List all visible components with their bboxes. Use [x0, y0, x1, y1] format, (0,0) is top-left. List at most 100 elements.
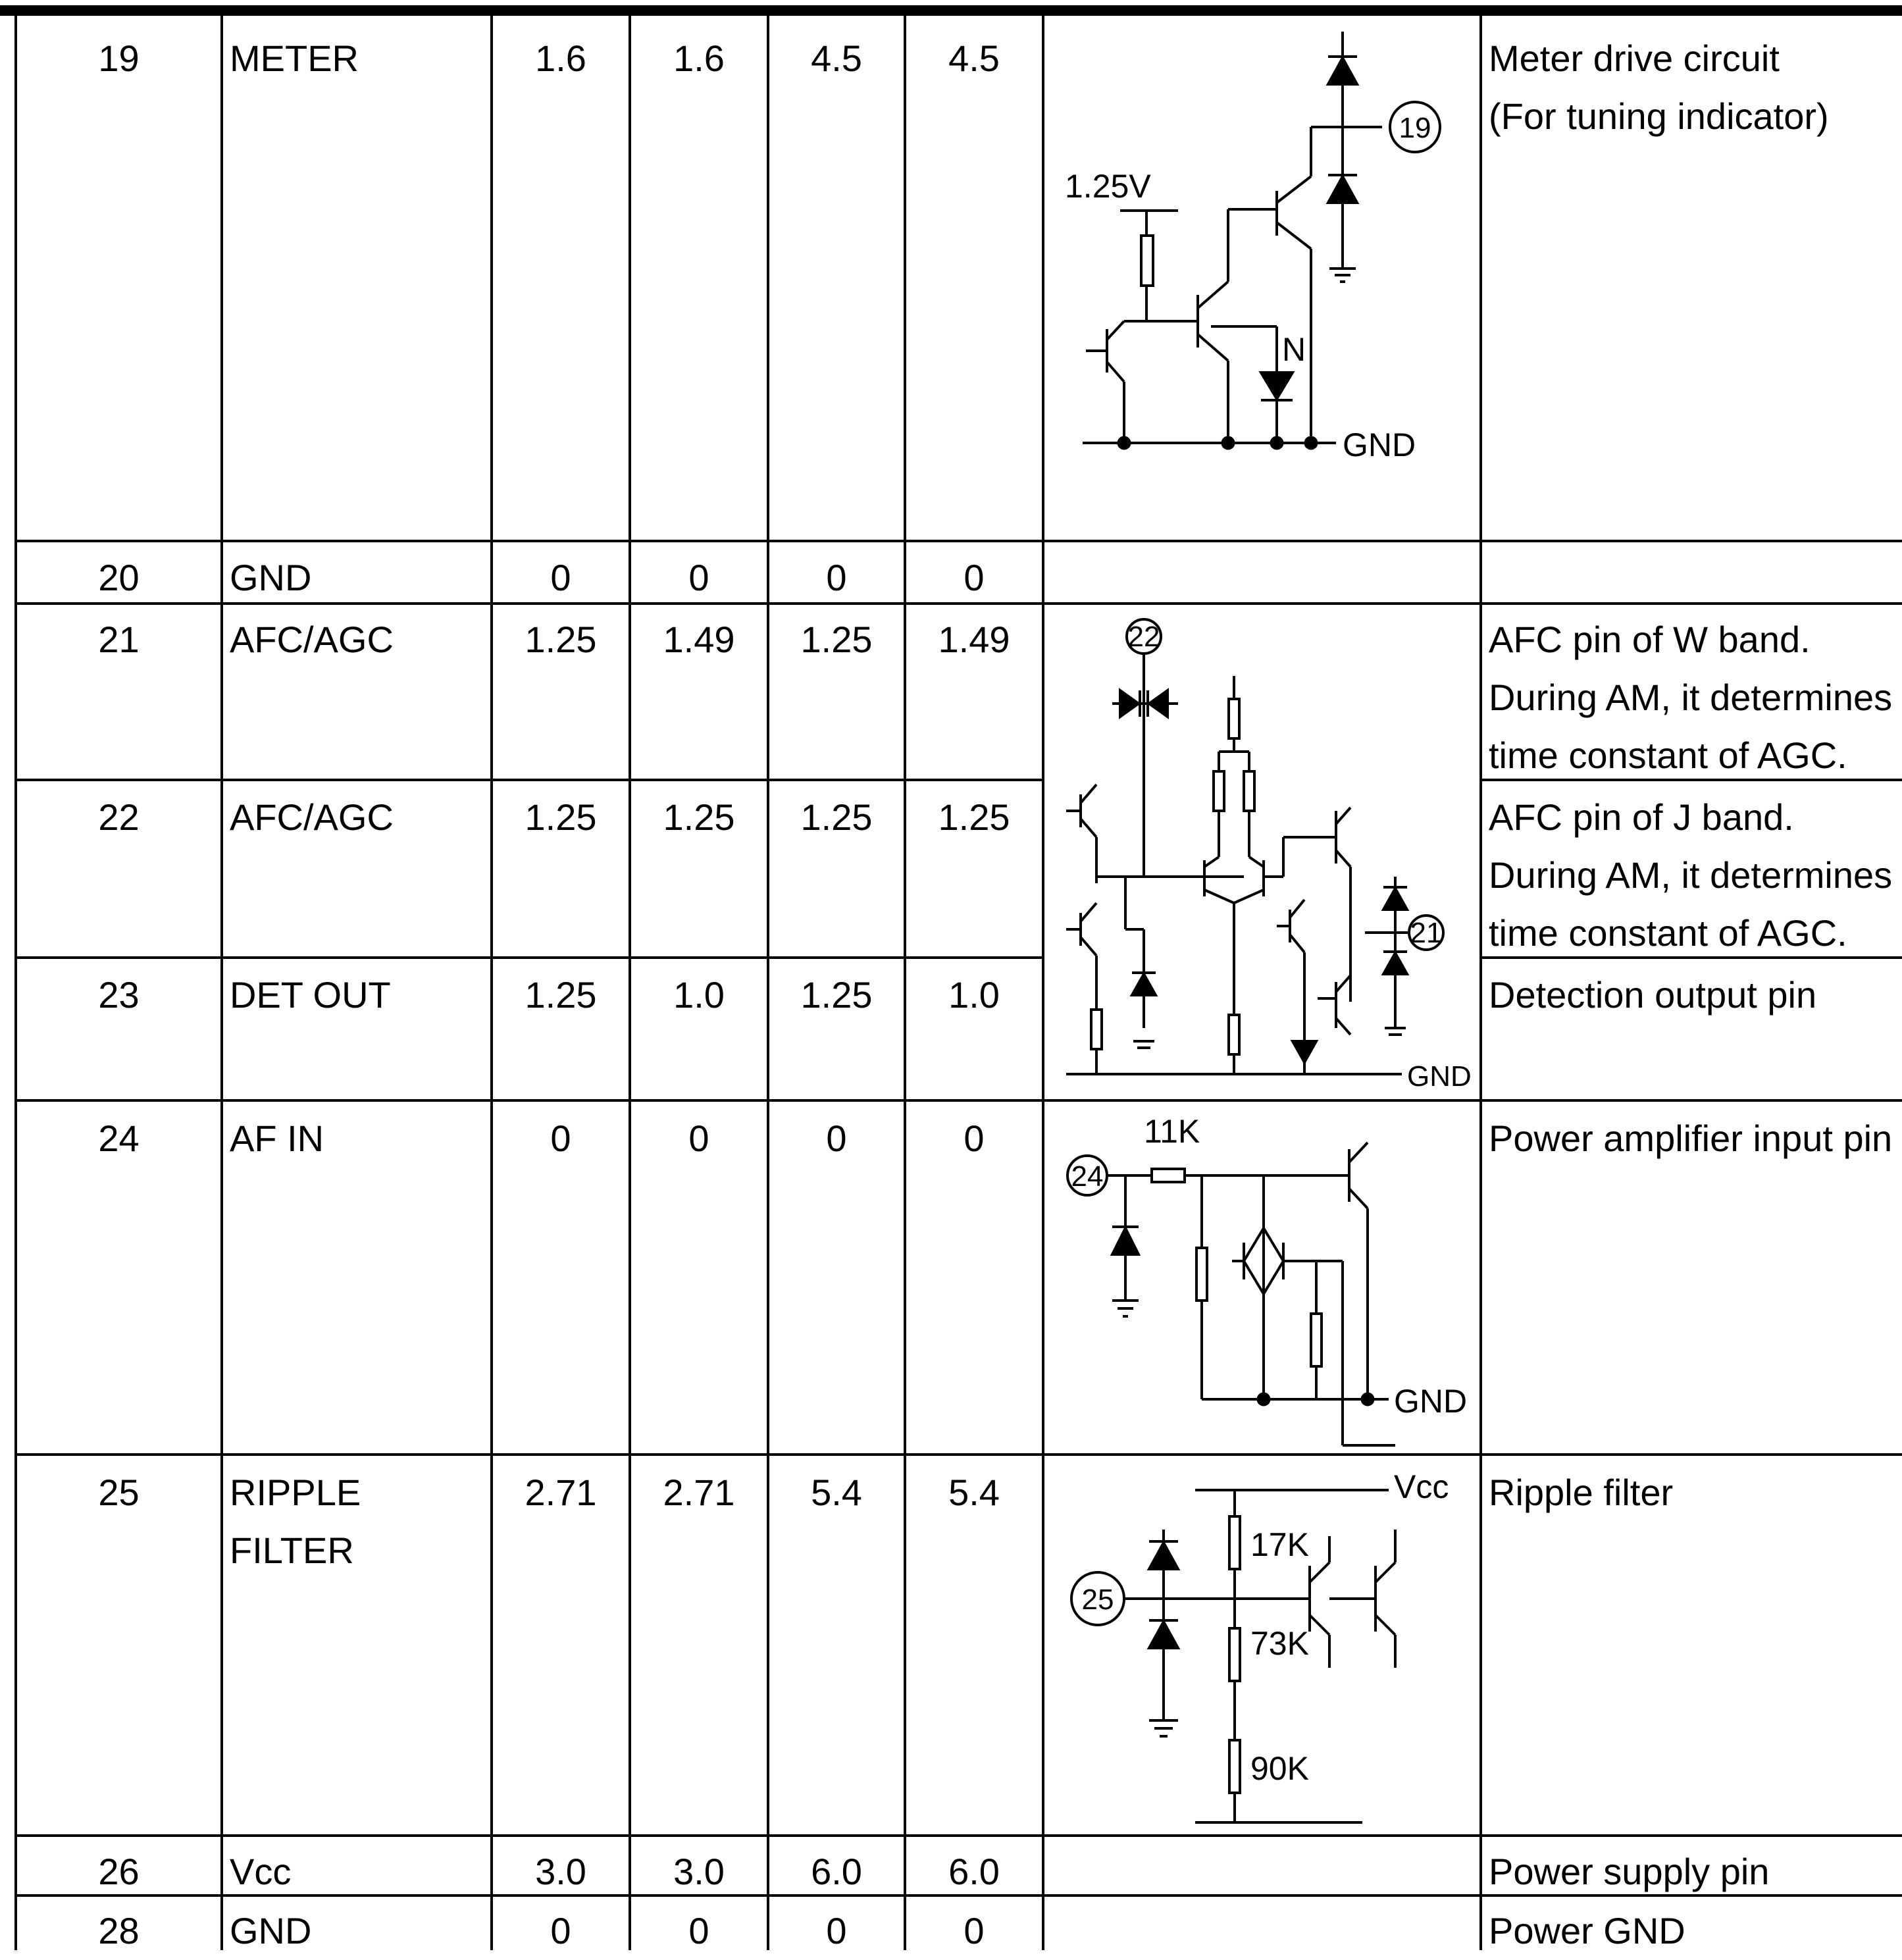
voltage-label: 1.25V [1065, 168, 1151, 205]
cell-voltage: 1.25 [800, 619, 873, 660]
cell-voltage: 2.71 [525, 1472, 597, 1513]
grid-line [14, 956, 1043, 959]
ground-label: GND [1343, 426, 1416, 463]
cell-voltage: 6.0 [948, 1851, 1000, 1892]
grid-line [14, 1099, 1902, 1102]
cell-description: AFC pin of J band. During AM, it determi… [1489, 796, 1893, 954]
cell-voltage: 0 [550, 1118, 571, 1159]
grid-line [629, 16, 631, 1950]
cell-voltage: 0 [688, 1910, 709, 1951]
ground-label: GND [1394, 1383, 1467, 1420]
cell-voltage: 4.5 [948, 38, 1000, 79]
cell-description: Power amplifier input pin [1489, 1118, 1893, 1159]
cell-pin: 24 [98, 1118, 140, 1159]
cell-pin: 25 [98, 1472, 140, 1513]
grid-line [1479, 16, 1482, 1950]
cell-voltage: 1.25 [525, 619, 597, 660]
cell-voltage: 3.0 [535, 1851, 586, 1892]
cell-name: DET OUT [230, 974, 391, 1016]
meter-drive-circuit-diagram: 1.25V [1046, 18, 1477, 538]
cell-pin: 19 [98, 38, 140, 79]
grid-line [14, 1894, 1902, 1897]
cell-description: Ripple filter [1489, 1472, 1674, 1513]
grid-line [1042, 16, 1044, 1950]
cell-voltage: 1.25 [938, 796, 1010, 838]
cell-name: AFC/AGC [230, 796, 394, 838]
afc-agc-circuit-diagram: 22 [1046, 607, 1477, 1097]
cell-voltage: 6.0 [811, 1851, 862, 1892]
resistor-label: 73K [1250, 1625, 1309, 1662]
cell-voltage: 0 [826, 1910, 847, 1951]
cell-voltage: 5.4 [811, 1472, 862, 1513]
cell-voltage: 0 [826, 557, 847, 598]
top-border [0, 5, 1902, 16]
supply-label: Vcc [1394, 1468, 1449, 1505]
grid-line [490, 16, 493, 1950]
grid-line [14, 602, 1902, 605]
pin-label: 25 [1082, 1584, 1114, 1616]
cell-pin: 22 [98, 796, 140, 838]
grid-line [14, 1453, 1902, 1456]
grid-line [1479, 779, 1902, 781]
cell-name: GND [230, 557, 312, 598]
af-input-circuit-diagram: 24 11K [1046, 1103, 1477, 1452]
cell-description: Meter drive circuit (For tuning indicato… [1489, 38, 1829, 137]
cell-voltage: 0 [550, 557, 571, 598]
node-label: N [1282, 331, 1306, 368]
cell-voltage: 1.25 [525, 974, 597, 1016]
cell-name: AF IN [230, 1118, 324, 1159]
cell-voltage: 0 [964, 1910, 985, 1951]
resistor-label: 11K [1144, 1113, 1200, 1150]
cell-voltage: 0 [964, 1118, 985, 1159]
cell-voltage: 1.49 [663, 619, 735, 660]
cell-voltage: 1.6 [673, 38, 725, 79]
ground-label: GND [1407, 1060, 1472, 1093]
cell-pin: 26 [98, 1851, 140, 1892]
cell-name: Vcc [230, 1851, 292, 1892]
cell-voltage: 5.4 [948, 1472, 1000, 1513]
cell-name: RIPPLE FILTER [230, 1472, 361, 1571]
cell-voltage: 1.6 [535, 38, 586, 79]
cell-description: Power GND [1489, 1910, 1685, 1951]
pin-label: 24 [1071, 1160, 1104, 1193]
cell-voltage: 1.25 [663, 796, 735, 838]
cell-pin: 20 [98, 557, 140, 598]
cell-voltage: 0 [964, 557, 985, 598]
grid-line [220, 16, 223, 1950]
cell-pin: 21 [98, 619, 140, 660]
grid-line [14, 779, 1043, 781]
cell-voltage: 0 [688, 557, 709, 598]
grid-line [14, 16, 17, 1950]
cell-voltage: 1.25 [800, 974, 873, 1016]
cell-voltage: 4.5 [811, 38, 862, 79]
cell-voltage: 3.0 [673, 1851, 725, 1892]
cell-voltage: 1.25 [525, 796, 597, 838]
cell-description: Detection output pin [1489, 974, 1817, 1016]
resistor-label: 17K [1250, 1526, 1309, 1563]
grid-line [14, 1834, 1902, 1837]
cell-voltage: 1.0 [948, 974, 1000, 1016]
cell-voltage: 1.25 [800, 796, 873, 838]
grid-line [14, 540, 1902, 542]
cell-voltage: 1.49 [938, 619, 1010, 660]
cell-voltage: 0 [688, 1118, 709, 1159]
grid-line [1479, 956, 1902, 959]
cell-pin: 23 [98, 974, 140, 1016]
cell-description: AFC pin of W band. During AM, it determi… [1489, 619, 1893, 776]
cell-voltage: 2.71 [663, 1472, 735, 1513]
ripple-filter-circuit-diagram: Vcc 17K 73K 90K 25 [1046, 1457, 1477, 1832]
cell-name: METER [230, 38, 359, 79]
cell-voltage: 0 [550, 1910, 571, 1951]
cell-name: AFC/AGC [230, 619, 394, 660]
cell-name: GND [230, 1910, 312, 1951]
pin-label: 22 [1128, 621, 1160, 653]
pin-label: 21 [1410, 917, 1443, 949]
resistor-label: 90K [1250, 1750, 1309, 1787]
cell-description: Power supply pin [1489, 1851, 1770, 1892]
cell-pin: 28 [98, 1910, 140, 1951]
cell-voltage: 0 [826, 1118, 847, 1159]
grid-line [767, 16, 769, 1950]
cell-voltage: 1.0 [673, 974, 725, 1016]
grid-line [904, 16, 906, 1950]
